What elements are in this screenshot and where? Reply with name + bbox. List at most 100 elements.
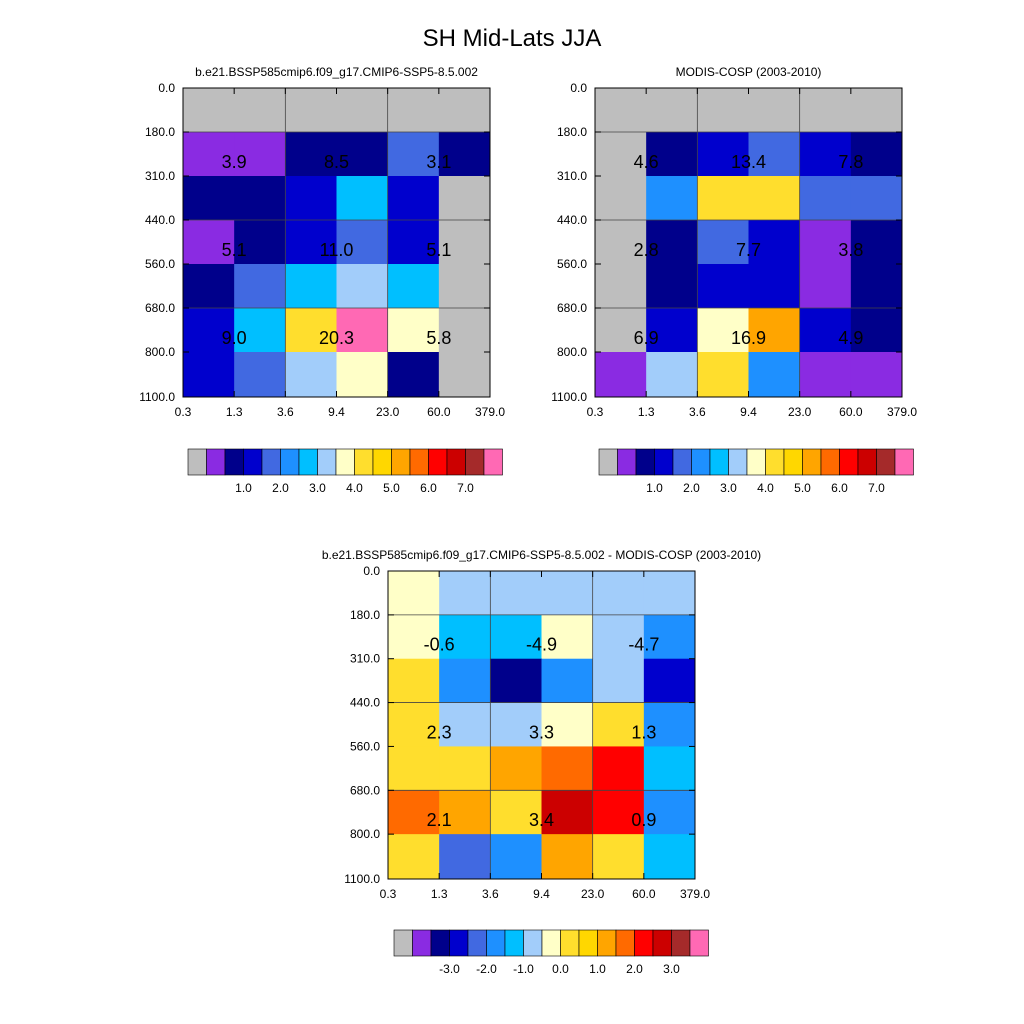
box-value-label: 3.3 — [529, 722, 554, 742]
box-value-label: 7.7 — [736, 240, 761, 260]
heatmap-cell — [697, 352, 749, 398]
box-value-label: 7.8 — [838, 152, 863, 172]
x-tick-label: 23.0 — [788, 405, 812, 419]
box-value-label: 8.5 — [324, 152, 349, 172]
heatmap-cell — [541, 790, 594, 835]
heatmap-cell — [387, 132, 440, 177]
x-tick-label: 3.6 — [689, 405, 706, 419]
y-tick-label: 680.0 — [557, 301, 587, 315]
heatmap-cell — [388, 571, 440, 616]
heatmap-cell — [234, 264, 286, 309]
heatmap-cell — [646, 220, 698, 265]
heatmap-cell — [388, 834, 440, 880]
heatmap-cell — [387, 264, 440, 309]
x-tick-label: 23.0 — [376, 405, 400, 419]
colorbar-swatch — [597, 929, 617, 957]
colorbar-swatch — [317, 448, 337, 476]
box-value-label: 2.1 — [427, 810, 452, 830]
heatmap-cell — [388, 702, 440, 747]
colorbar-swatch — [465, 448, 485, 476]
box-value-label: 3.8 — [838, 240, 863, 260]
heatmap-cell — [643, 614, 696, 660]
heatmap-cell — [541, 834, 594, 880]
colorbar-swatch — [617, 448, 637, 476]
y-tick-label: 560.0 — [145, 257, 175, 271]
heatmap-cell — [799, 352, 852, 398]
box-value-label: 20.3 — [319, 328, 354, 348]
box-value-label: -4.7 — [628, 635, 659, 655]
heatmap-cell — [592, 702, 645, 747]
heatmap-cell — [592, 658, 645, 704]
y-tick-label: 0.0 — [570, 81, 587, 95]
box-value-label: 16.9 — [731, 328, 766, 348]
colorbar-swatch — [857, 448, 877, 476]
colorbar-swatch — [820, 448, 840, 476]
heatmap-cell — [183, 308, 235, 353]
colorbar-swatch — [428, 448, 448, 476]
x-tick-label: 0.3 — [587, 405, 604, 419]
heatmap-cell — [595, 132, 647, 177]
x-tick-label: 9.4 — [328, 405, 345, 419]
colorbar-swatch — [671, 929, 691, 957]
y-tick-label: 800.0 — [557, 345, 587, 359]
colorbar-swatch — [504, 929, 524, 957]
heatmap-cell — [336, 176, 389, 221]
heatmap-cell — [439, 658, 491, 704]
heatmap-cell — [643, 658, 696, 704]
colorbar-label: -2.0 — [476, 962, 497, 976]
heatmap-cell — [438, 352, 491, 398]
heatmap-cell — [438, 264, 491, 309]
heatmap-cell — [799, 220, 852, 265]
heatmap-cell — [595, 264, 647, 309]
x-tick-label: 0.3 — [175, 405, 192, 419]
chart-panel-2: MODIS-COSP (2003-2010) 0.3 1.3 3.6 9.4 23.0 60… — [551, 65, 917, 495]
colorbar-swatch — [243, 448, 263, 476]
heatmap-cell — [697, 132, 749, 177]
heatmap-cell — [388, 746, 440, 791]
main-title: SH Mid-Lats JJA — [423, 25, 602, 52]
heatmap-cell — [646, 352, 698, 398]
colorbar-swatch — [409, 448, 429, 476]
heatmap-cell — [336, 88, 389, 133]
y-tick-label: 560.0 — [557, 257, 587, 271]
heatmap-cell — [490, 834, 542, 880]
heatmap-cell — [595, 88, 647, 133]
box-value-label: 4.6 — [634, 152, 659, 172]
x-tick-label: 0.3 — [380, 887, 397, 901]
colorbar-swatch — [635, 448, 655, 476]
colorbar-swatch — [876, 448, 896, 476]
colorbar-swatch — [446, 448, 466, 476]
colorbar-swatch — [746, 448, 766, 476]
colorbar-label: 1.0 — [589, 962, 606, 976]
heatmap-cell — [643, 834, 696, 880]
colorbar-label: 2.0 — [683, 481, 700, 495]
y-tick-label: 800.0 — [145, 345, 175, 359]
heatmap-cell — [387, 352, 440, 398]
colorbar-swatch — [224, 448, 244, 476]
colorbar-swatch — [652, 929, 672, 957]
heatmap-cell — [646, 88, 698, 133]
colorbar-swatch — [298, 448, 318, 476]
heatmap-cell — [183, 132, 235, 177]
y-tick-label: 0.0 — [158, 81, 175, 95]
colorbar-label: 0.0 — [552, 962, 569, 976]
heatmap-cell — [850, 264, 903, 309]
heatmap-cell — [490, 790, 542, 835]
heatmap-cell — [388, 614, 440, 660]
heatmap-cell — [336, 132, 389, 177]
heatmap-cell — [697, 220, 749, 265]
colorbar-swatch — [261, 448, 281, 476]
colorbar-label: 4.0 — [346, 481, 363, 495]
colorbar-swatch — [412, 929, 432, 957]
y-tick-label: 800.0 — [350, 827, 380, 841]
x-tick-label: 379.0 — [680, 887, 710, 901]
x-tick-label: 1.3 — [226, 405, 243, 419]
box-value-label: 1.3 — [631, 722, 656, 742]
heatmap-cell — [234, 176, 286, 221]
heatmap-cell — [592, 790, 645, 835]
y-tick-label: 0.0 — [363, 564, 380, 578]
box-value-label: 4.9 — [838, 328, 863, 348]
heatmap-cell — [234, 88, 286, 133]
colorbar-swatch — [449, 929, 469, 957]
heatmap-cell — [439, 571, 491, 616]
